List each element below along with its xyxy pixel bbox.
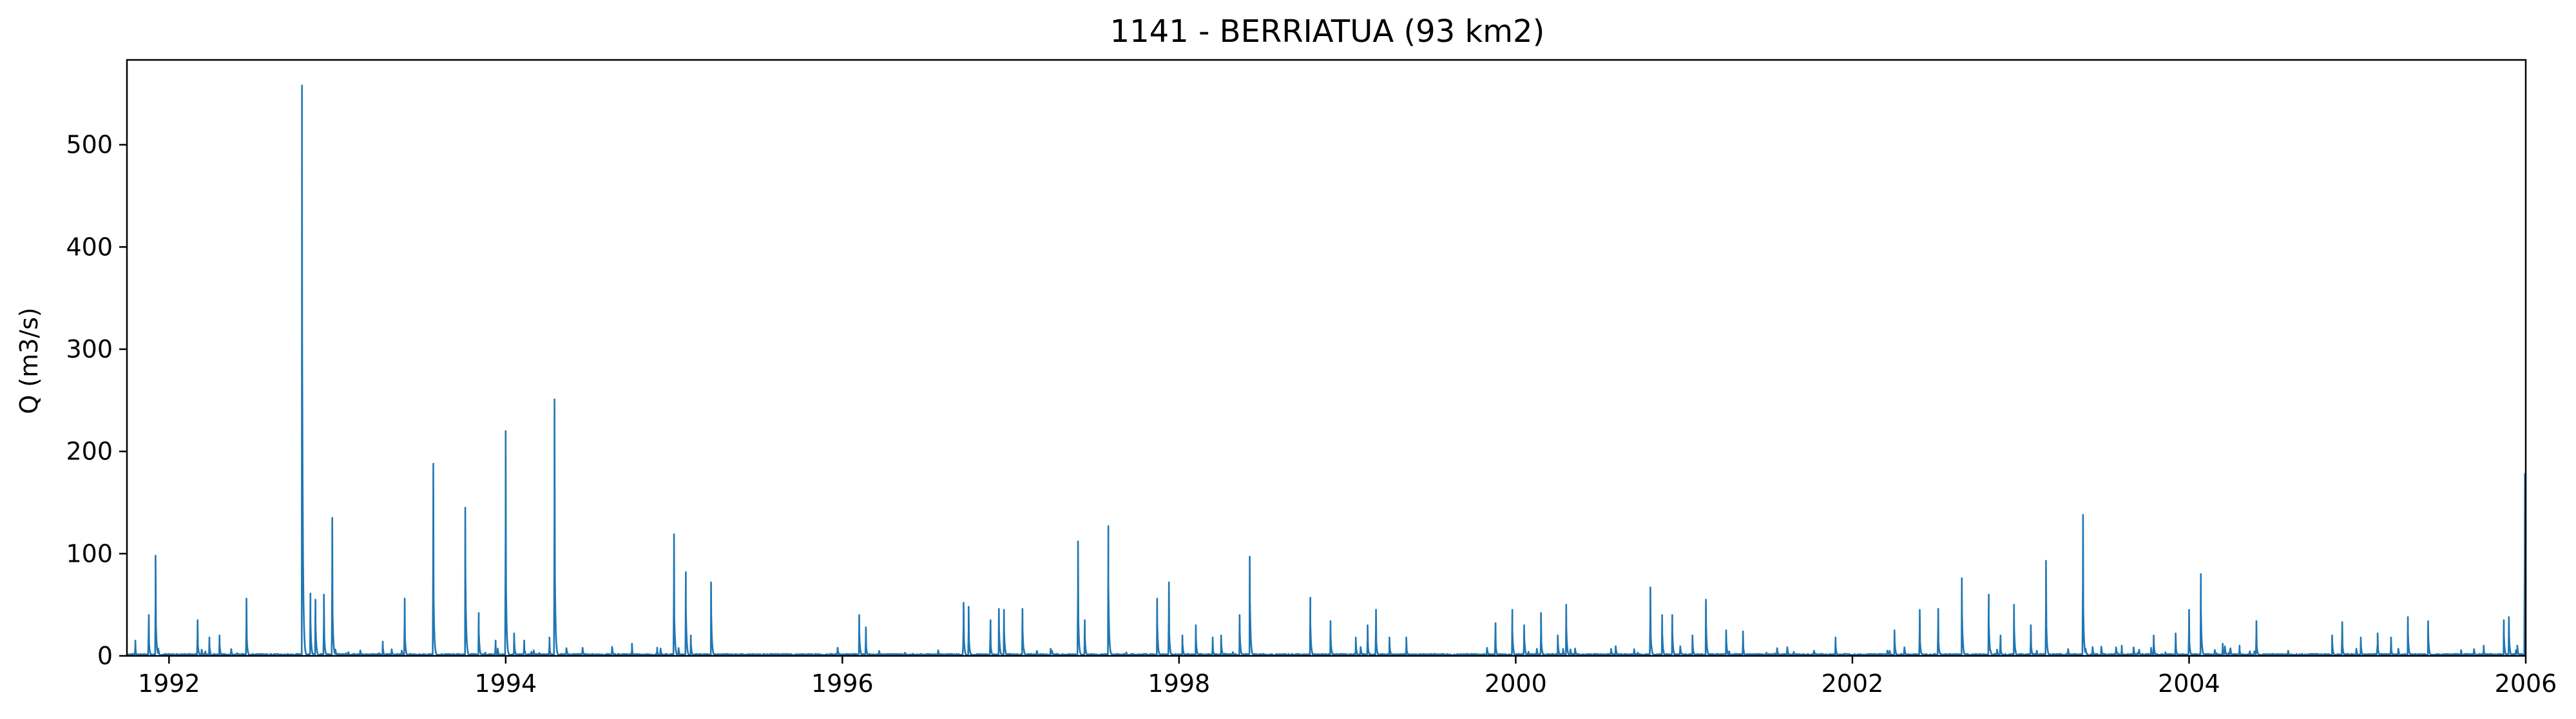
y-tick-label: 300: [66, 335, 113, 363]
x-tick-label: 2000: [1485, 669, 1547, 698]
x-tick-label: 2004: [2158, 669, 2220, 698]
series-layer: [126, 84, 2527, 657]
y-tick-label: 500: [66, 131, 113, 159]
plot-area: 0 100 200 300 400 500 1992 1994 1996 1998 2000 200…: [66, 59, 2557, 698]
x-tick-label: 1996: [811, 669, 874, 698]
x-tick-label: 2006: [2495, 669, 2557, 698]
y-tick-label: 400: [66, 233, 113, 261]
x-tick-label: 2002: [1821, 669, 1884, 698]
y-tick-label: 0: [97, 642, 113, 670]
y-axis-label: Q (m3/s): [15, 307, 43, 414]
x-tick-label: 1992: [138, 669, 200, 698]
x-tick-label: 1998: [1148, 669, 1211, 698]
y-axis: 0 100 200 300 400 500: [66, 131, 127, 670]
y-tick-label: 100: [66, 539, 113, 568]
plot-frame: [126, 59, 2527, 657]
y-tick-label: 200: [66, 437, 113, 466]
chart-title: 1141 - BERRIATUA (93 km2): [1110, 14, 1545, 50]
series-line-0: [126, 84, 2527, 657]
x-axis: 1992 1994 1996 1998 2000 2002 2004 2006: [138, 656, 2557, 698]
x-tick-label: 1994: [474, 669, 537, 698]
